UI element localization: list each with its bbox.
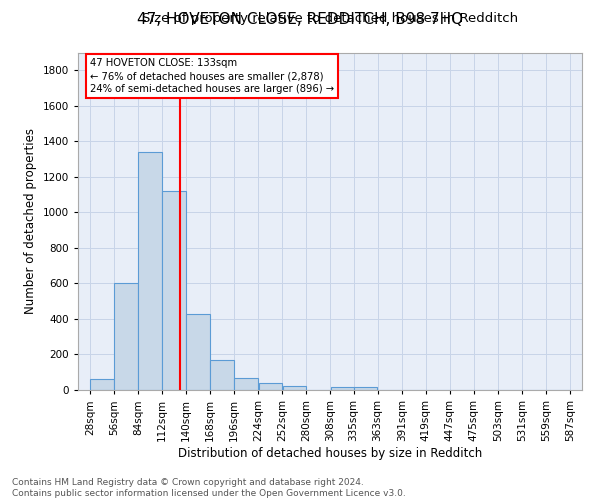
Y-axis label: Number of detached properties: Number of detached properties [24, 128, 37, 314]
Text: 47 HOVETON CLOSE: 133sqm
← 76% of detached houses are smaller (2,878)
24% of sem: 47 HOVETON CLOSE: 133sqm ← 76% of detach… [90, 58, 334, 94]
Text: Contains HM Land Registry data © Crown copyright and database right 2024.
Contai: Contains HM Land Registry data © Crown c… [12, 478, 406, 498]
Bar [235, 378, 258, 390]
Text: 47, HOVETON CLOSE, REDDITCH, B98 7HQ: 47, HOVETON CLOSE, REDDITCH, B98 7HQ [137, 12, 463, 28]
Bar [331, 387, 354, 390]
Bar [114, 284, 138, 390]
Bar [139, 152, 162, 390]
Title: Size of property relative to detached houses in Redditch: Size of property relative to detached ho… [142, 12, 518, 25]
X-axis label: Distribution of detached houses by size in Redditch: Distribution of detached houses by size … [178, 446, 482, 460]
Bar [354, 387, 377, 390]
Bar [163, 191, 186, 390]
Bar [211, 360, 234, 390]
Bar [187, 314, 210, 390]
Bar [259, 383, 282, 390]
Bar [90, 380, 114, 390]
Bar [283, 386, 306, 390]
